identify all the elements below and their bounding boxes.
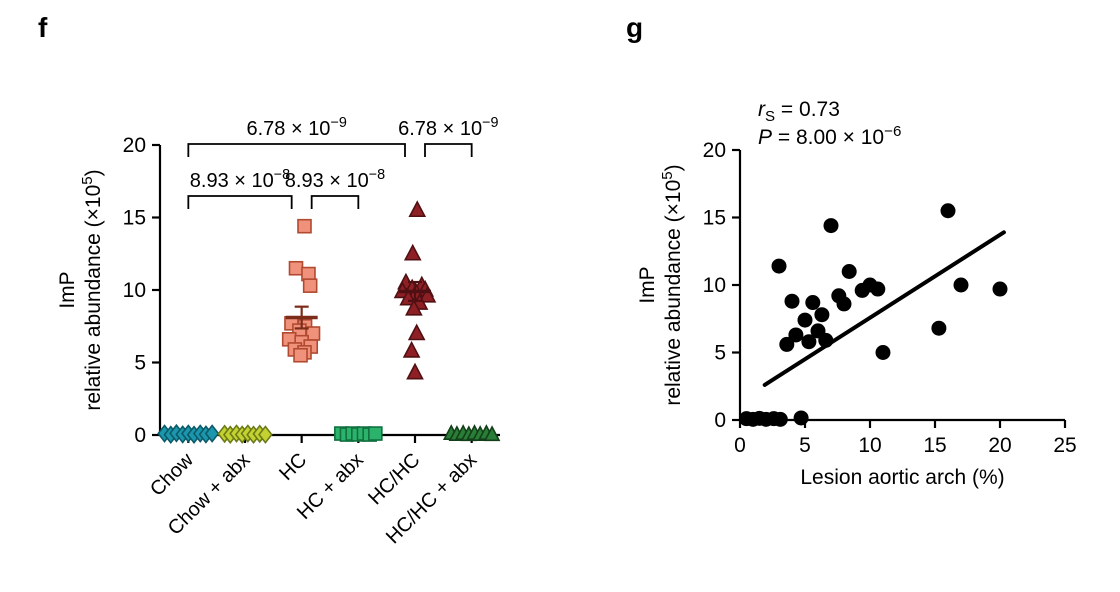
data-point [772,411,788,427]
y-axis-label-line1: ImP [636,266,659,303]
data-point [407,323,426,341]
panel-g-label: g [626,12,644,43]
significance-bracket [310,195,360,209]
group-hc-abx [334,426,383,442]
data-point [801,334,817,350]
y-tick-label: 20 [703,139,726,162]
significance-label: 6.78 × 10−9 [246,115,346,140]
group-chow [157,423,220,445]
data-point [258,425,273,444]
chart-g-scatterplot: 0 5 10 15 20 0 5 10 15 20 25 Lesion aortic arch (%)… [636,98,1077,489]
significance-label: 6.78 × 10−9 [398,115,498,140]
significance-bracket [187,143,406,157]
y-tick-label: 15 [123,207,146,230]
data-point [302,278,318,293]
data-point [805,295,821,311]
y-tick-label: 5 [714,342,726,365]
x-tick-label: 10 [858,434,881,457]
y-tick-label: 10 [703,274,726,297]
annotation-pvalue: P = 8.00 × 10−6 [758,123,901,149]
x-tick-label: 15 [923,434,946,457]
data-point [931,320,947,336]
data-point [288,260,304,276]
x-category-label: HC [275,449,311,485]
data-point [418,285,437,303]
data-point [953,277,969,293]
data-point [405,298,423,316]
group-hc-hc-abx [442,424,501,442]
data-point [403,243,422,261]
data-point [992,281,1008,297]
data-point [402,340,421,358]
x-tick-label: 5 [799,434,811,457]
x-category-label: Chow [146,449,198,501]
data-point [784,293,800,309]
x-tick-label: 0 [734,434,746,457]
data-point [823,218,839,234]
x-axis-label: Lesion aortic arch (%) [800,466,1004,489]
plot-area-g: 0 5 10 15 20 0 5 10 15 20 25 Lesion aortic arch (%)… [636,98,1077,489]
y-axis-label-line2: relative abundance (×105) [659,164,685,405]
y-tick-label: 0 [134,424,146,447]
data-point [297,218,312,234]
y-tick-label: 0 [714,409,726,432]
annotation-rs: rS = 0.73 [758,98,840,125]
data-point [836,296,852,312]
group-chow-abx [217,424,273,445]
data-point [797,312,813,328]
significance-bracket [424,143,473,157]
data-point [406,362,424,380]
y-tick-label: 10 [123,279,146,302]
data-point [483,425,501,442]
panel-f-label: f [38,12,48,43]
data-point [293,347,308,363]
group-hc [281,218,321,363]
data-point [814,307,830,323]
data-point [779,336,795,352]
y-tick-label: 5 [134,352,146,375]
significance-label: 8.93 × 10−8 [190,167,290,192]
data-point [368,426,383,441]
y-axis-label-line1: ImP [56,271,79,308]
data-point [771,258,787,274]
data-point [940,203,956,219]
axes-g [738,150,1065,422]
group-hc-hc [393,200,437,380]
regression-line [762,230,1006,387]
data-point [204,424,220,443]
data-point [870,281,886,297]
data-point [408,200,427,218]
x-tick-label: 25 [1053,434,1076,457]
y-axis-label-line2: relative abundance (×105) [79,169,105,410]
significance-bracket [187,195,293,209]
significance-label: 8.93 × 10−8 [285,167,385,192]
data-point [788,327,804,343]
data-point [875,345,891,360]
data-point [793,410,809,426]
y-tick-label: 20 [123,134,146,157]
x-tick-label: 20 [988,434,1011,457]
y-tick-label: 15 [703,207,726,230]
data-point [841,264,857,279]
